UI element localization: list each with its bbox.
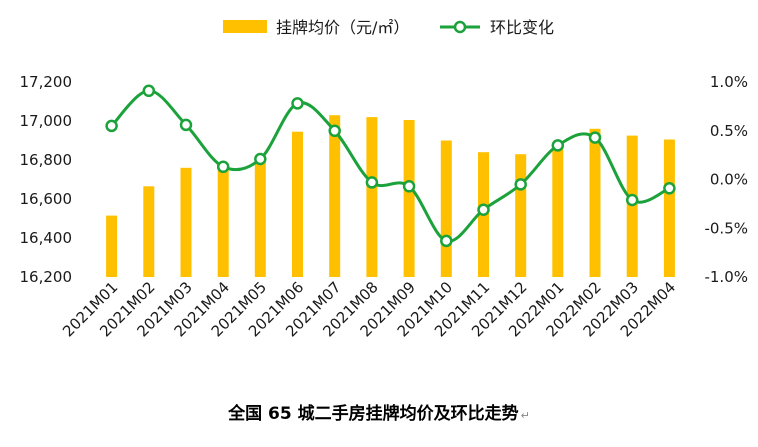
chart-title-text: 全国 65 城二手房挂牌均价及环比走势 — [227, 403, 519, 424]
right-tick-label: 0.5% — [710, 122, 748, 140]
bar-2021M03 — [180, 167, 192, 277]
bar-2021M04 — [217, 163, 229, 277]
bar-2021M01 — [106, 215, 118, 277]
right-tick-label: -1.0% — [704, 268, 748, 286]
mom-point-2021M08 — [365, 176, 379, 189]
mom-point-2021M11 — [477, 203, 490, 216]
mom-point-2022M02 — [588, 131, 602, 144]
bar-2021M09 — [403, 120, 415, 277]
bar-2022M02 — [589, 128, 601, 277]
legend-swatch-price — [223, 20, 267, 33]
bar-2021M05 — [254, 156, 266, 277]
right-tick-label: 1.0% — [710, 73, 748, 91]
mom-point-2021M10 — [440, 234, 453, 248]
mom-point-2021M02 — [142, 84, 156, 98]
left-tick-label: 16,400 — [20, 229, 73, 247]
mom-point-2021M07 — [328, 124, 341, 138]
legend: 挂牌均价（元/㎡） 环比变化 — [223, 18, 554, 37]
mom-point-2022M04 — [663, 182, 676, 195]
mom-point-2021M05 — [254, 152, 267, 166]
bar-2022M04 — [663, 139, 675, 277]
bar-2021M06 — [292, 131, 303, 277]
legend-label-mom: 环比变化 — [490, 18, 554, 37]
bar-2021M10 — [440, 140, 452, 277]
bar-2022M01 — [552, 144, 564, 277]
mom-point-2021M06 — [291, 97, 304, 110]
mom-point-2021M01 — [105, 119, 118, 133]
bar-2021M08 — [366, 117, 378, 277]
left-axis: 16,200 16,400 16,600 16,800 17,000 17,200 — [20, 73, 73, 286]
mom-point-2021M03 — [179, 118, 193, 132]
mom-point-2021M09 — [402, 180, 416, 193]
mom-point-2022M03 — [625, 193, 639, 207]
bar-2021M02 — [143, 186, 155, 277]
mom-point-2021M04 — [216, 160, 230, 174]
mom-point-2021M12 — [514, 178, 527, 191]
line-series — [105, 84, 676, 248]
bar-2021M07 — [329, 115, 341, 277]
left-tick-label: 16,600 — [20, 190, 73, 208]
x-axis: 2021M012021M022021M032021M042021M052021M… — [59, 278, 679, 340]
right-tick-label: -0.5% — [704, 219, 748, 237]
mom-line — [110, 89, 671, 243]
left-tick-label: 16,200 — [20, 268, 73, 286]
bar-2022M03 — [626, 135, 638, 277]
legend-swatch-mom-marker — [453, 20, 467, 34]
right-axis: -1.0% -0.5% 0.0% 0.5% 1.0% — [704, 73, 748, 286]
left-tick-label: 17,000 — [20, 112, 73, 130]
chart-title-mark: ↵ — [521, 409, 530, 422]
bar-2021M12 — [515, 154, 527, 277]
mom-point-2022M01 — [551, 139, 565, 152]
right-tick-label: 0.0% — [710, 171, 748, 189]
chart-title: 全国 65 城二手房挂牌均价及环比走势 ↵ — [227, 403, 530, 424]
left-tick-label: 17,200 — [20, 73, 73, 91]
left-tick-label: 16,800 — [20, 151, 73, 169]
legend-label-price: 挂牌均价（元/㎡） — [276, 18, 409, 37]
